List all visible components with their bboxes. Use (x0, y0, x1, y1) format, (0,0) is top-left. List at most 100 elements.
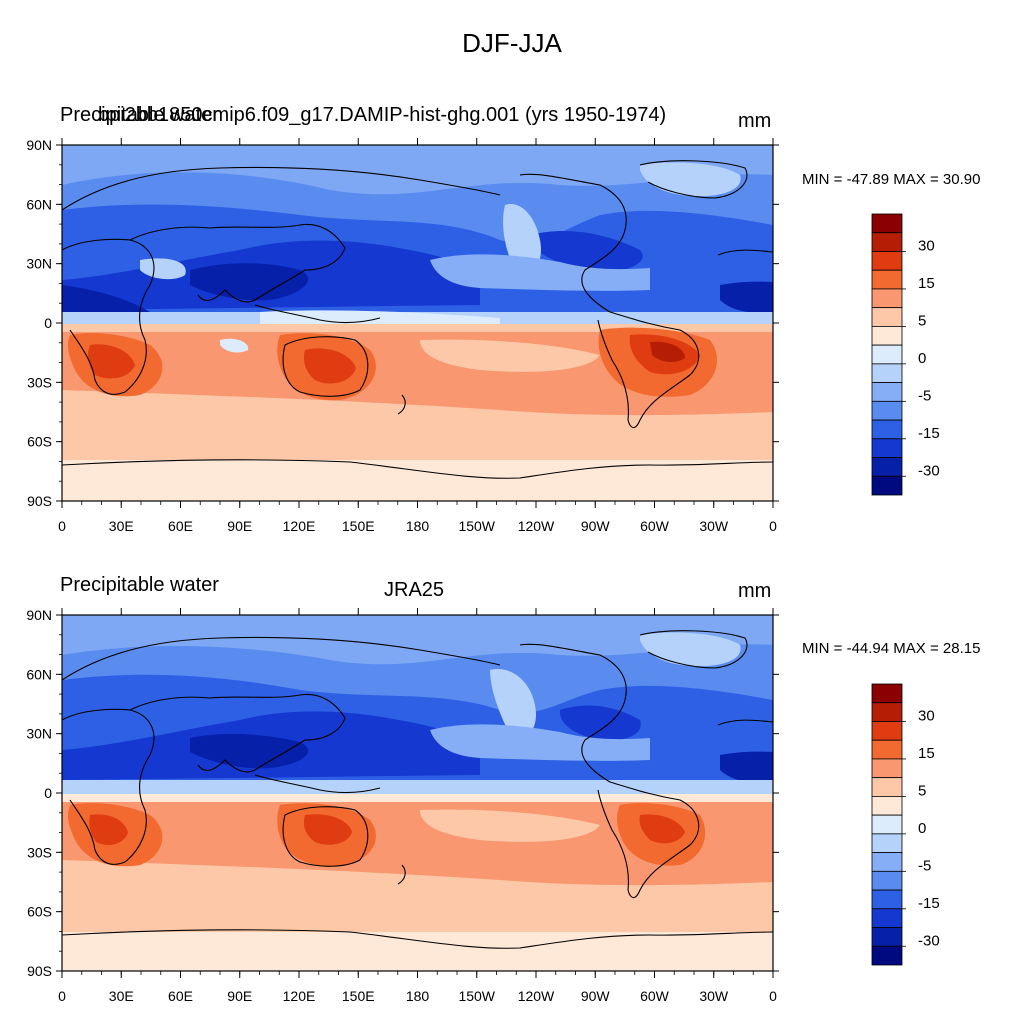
colorbar-label: -5 (918, 857, 931, 874)
panel1-lon-label: 120W (518, 518, 555, 534)
colorbar-swatch (871, 475, 903, 496)
colorbar-swatch (871, 363, 903, 384)
panel2-lon-label: 0 (769, 988, 777, 1004)
colorbar-swatch (871, 288, 903, 309)
figure-title: DJF-JJA (462, 28, 562, 58)
colorbar-label: 5 (918, 782, 926, 799)
colorbar-swatch (871, 908, 903, 928)
panel2-lon-label: 30E (109, 988, 134, 1004)
panel2-lat-label: 30N (26, 726, 52, 742)
panel1-lon-label: 150E (342, 518, 375, 534)
colorbar-swatch (871, 777, 903, 797)
panel1-lat-label: 30N (26, 256, 52, 272)
panel2-colorbar: 30 15 5 0 -5 -15 -30 (871, 683, 940, 966)
panel2-lon-label: 180 (406, 988, 430, 1004)
colorbar-swatch (871, 683, 903, 704)
panel1-coastlines (62, 160, 773, 479)
panel1-lon-label: 120E (283, 518, 316, 534)
colorbar-swatch (871, 870, 903, 891)
colorbar-swatch (871, 269, 903, 290)
colorbar-swatch (871, 721, 903, 741)
colorbar-swatch (871, 889, 903, 910)
panel1-min-max: MIN = -47.89 MAX = 30.90 (802, 171, 981, 188)
panel1-map (62, 145, 773, 501)
colorbar-swatch (871, 382, 903, 402)
panel2-min-max: MIN = -44.94 MAX = 28.15 (802, 640, 981, 657)
colorbar-swatch (871, 814, 903, 835)
colorbar-swatch (871, 833, 903, 853)
colorbar-label: 30 (918, 708, 935, 725)
colorbar-label: -30 (918, 462, 940, 479)
panel2-lat-label: 60N (26, 666, 52, 682)
panel1-center-title: bpi2bb1850cmip6.f09_g17.DAMIP-hist-ghg.0… (98, 104, 667, 126)
colorbar-swatch (871, 419, 903, 440)
panel1-lon-label: 0 (58, 518, 66, 534)
panel1-lat-label: 30S (27, 374, 52, 390)
panel2-lon-label: 150E (342, 988, 375, 1004)
panel1-left-title: Precipitable water (60, 104, 219, 126)
panel2-lon-label: 60W (640, 988, 670, 1004)
colorbar-label: -15 (918, 895, 940, 912)
colorbar-label: 0 (918, 350, 926, 367)
colorbar-label: 30 (918, 238, 935, 255)
colorbar-swatch (871, 852, 903, 872)
panel2-lon-label: 30W (699, 988, 729, 1004)
colorbar-swatch (871, 796, 903, 816)
panel1-lat-label: 60N (26, 196, 52, 212)
colorbar-label: 0 (918, 820, 926, 837)
panel2-lat-label: 30S (27, 844, 52, 860)
colorbar-swatch (871, 457, 903, 477)
colorbar-label: -30 (918, 932, 940, 949)
panel1-lat-label: 90N (26, 137, 52, 153)
colorbar-swatch (871, 739, 903, 760)
panel2-lon-label: 90E (227, 988, 252, 1004)
panel2-lon-label: 150W (458, 988, 495, 1004)
panel1-lon-label: 60E (168, 518, 193, 534)
colorbar-label: 5 (918, 312, 926, 329)
panel2-lat-label: 90S (27, 963, 52, 979)
panel2-lat-label: 90N (26, 607, 52, 623)
panel1-units: mm (738, 110, 772, 132)
panel1-lat-label: 90S (27, 493, 52, 509)
colorbar-swatch (871, 325, 903, 346)
panel2-lon-label: 0 (58, 988, 66, 1004)
panel2-lat-label: 60S (27, 904, 52, 920)
colorbar-swatch (871, 344, 903, 365)
panel1-lon-label: 0 (769, 518, 777, 534)
colorbar-swatch (871, 945, 903, 966)
panel2-coastlines (62, 630, 773, 949)
panel1-lon-label: 30E (109, 518, 134, 534)
panel2-lon-label: 90W (581, 988, 611, 1004)
colorbar-swatch (871, 927, 903, 947)
colorbar-label: 15 (918, 275, 935, 292)
colorbar-label: 15 (918, 745, 935, 762)
panel1-lon-label: 30W (699, 518, 729, 534)
panel2-left-title: Precipitable water (60, 574, 219, 596)
panel1-lon-label: 180 (406, 518, 430, 534)
panel2-lon-label: 120E (283, 988, 316, 1004)
panel1-lat-label: 60S (27, 434, 52, 450)
panel2-lon-label: 60E (168, 988, 193, 1004)
colorbar-swatch (871, 758, 903, 779)
panel2-center-title: JRA25 (384, 579, 445, 601)
panel2-units: mm (738, 580, 772, 602)
colorbar-swatch (871, 702, 903, 722)
panel2-map (62, 615, 773, 971)
panel1-lon-label: 90W (581, 518, 611, 534)
colorbar-swatch (871, 232, 903, 252)
colorbar-swatch (871, 438, 903, 458)
panel1-lon-label: 90E (227, 518, 252, 534)
colorbar-label: -5 (918, 387, 931, 404)
panel1-colorbar: 30 15 5 0 -5 -15 -30 (871, 213, 940, 496)
colorbar-label: -15 (918, 425, 940, 442)
colorbar-swatch (871, 213, 903, 234)
colorbar-swatch (871, 400, 903, 421)
colorbar-swatch (871, 307, 903, 327)
panel1-lon-label: 60W (640, 518, 670, 534)
panel2-lat-label: 0 (44, 785, 52, 801)
colorbar-swatch (871, 251, 903, 271)
panel2-lon-label: 120W (518, 988, 555, 1004)
panel1-lon-label: 150W (458, 518, 495, 534)
panel1-lat-label: 0 (44, 315, 52, 331)
